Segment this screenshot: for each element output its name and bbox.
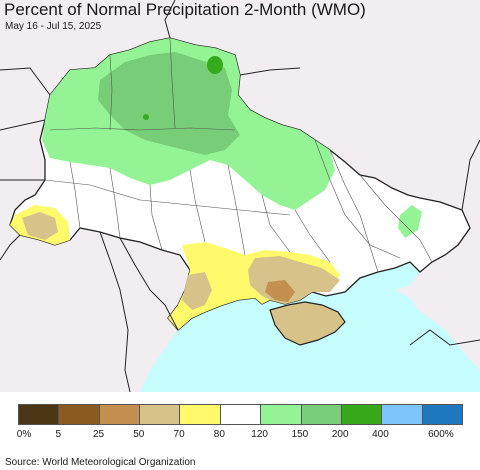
legend-label-5: 80 [213,429,225,440]
area-25-50-kherson [265,280,295,302]
area-150-200-core [98,52,240,155]
legend-label-0: 0% [16,429,32,440]
legend-swatch-6 [261,405,302,424]
legend-labels: 0% 5 25 50 70 80 120 150 200 400 600% [0,429,480,443]
legend-label-10: 600% [428,429,454,440]
legend-swatch-4 [180,405,221,424]
oblast-boundaries [44,37,433,273]
legend-label-3: 50 [133,429,145,440]
legend-swatch-10 [422,405,462,424]
crimea [269,301,346,346]
legend-label-2: 25 [92,429,105,440]
area-50-70-west [22,212,58,240]
date-range: May 16 - Jul 15, 2025 [5,21,102,32]
legend-label-9: 400 [372,429,389,440]
legend-label-7: 150 [291,429,309,440]
legend-label-8: 200 [331,429,349,440]
legend-swatch-3 [140,405,181,424]
legend-swatch-7 [301,405,342,424]
legend-swatch-8 [341,405,383,424]
area-120-150-east [398,205,422,238]
area-200-400-spot-north [207,56,223,74]
legend-color-bar [18,404,463,425]
legend-swatch-9 [382,405,423,424]
area-50-70-odesa [182,272,212,310]
source-credit: Source: World Meteorological Organizatio… [5,457,196,468]
legend-swatch-5 [220,405,262,424]
map-title: Percent of Normal Precipitation 2-Month … [4,0,366,19]
area-200-400-spot-center [143,114,149,120]
legend-label-4: 70 [173,429,185,440]
precipitation-map [0,0,480,392]
legend-label-1: 5 [55,429,62,440]
country-borders [0,0,480,392]
legend-swatch-0 [19,405,60,424]
sea-of-azov [345,262,420,300]
legend-label-6: 120 [251,429,268,440]
legend-swatch-1 [59,405,100,424]
legend-swatch-2 [99,405,141,424]
